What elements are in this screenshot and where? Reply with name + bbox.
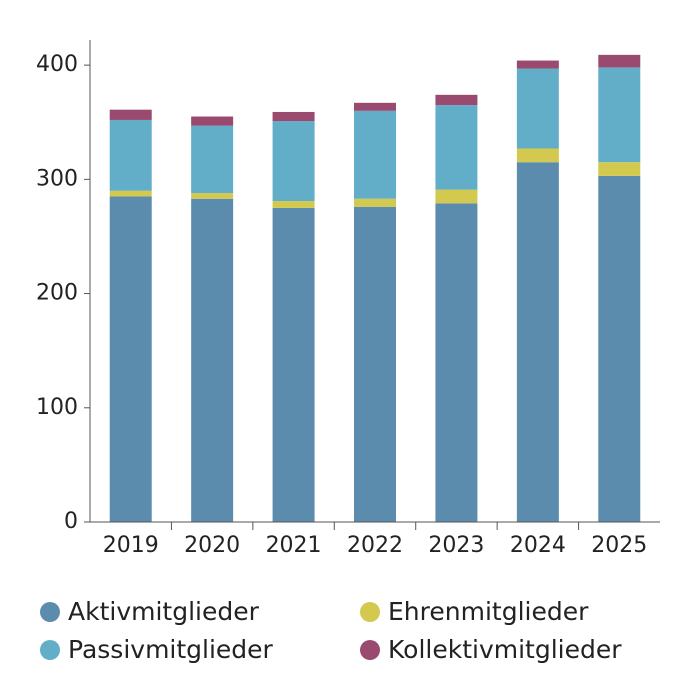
legend-label: Ehrenmitglieder (388, 597, 589, 626)
y-tick-label: 200 (36, 281, 78, 306)
bar-segment (435, 105, 478, 190)
bar-segment (109, 119, 152, 191)
x-tick-label: 2024 (510, 533, 566, 558)
bar-segment (191, 193, 234, 199)
bar-segment (354, 102, 396, 111)
bar-segment (272, 111, 315, 122)
bar-segment (191, 198, 234, 522)
bar-segment (598, 175, 641, 522)
bar-segment (435, 189, 478, 204)
bar-segment (272, 201, 315, 208)
bar-segment (272, 207, 315, 523)
bar-segment (598, 67, 641, 163)
legend-marker (40, 640, 60, 660)
legend: Aktivmitglieder Ehrenmitglieder Passivmitg… (40, 597, 622, 664)
legend-marker (360, 602, 380, 622)
bar-segment (109, 190, 152, 197)
y-tick-label: 100 (36, 395, 78, 420)
x-tick-label: 2020 (184, 533, 240, 558)
bar-segment (109, 196, 152, 522)
y-tick-label: 0 (64, 509, 78, 534)
bar-segment (354, 110, 396, 199)
bar-segment (516, 60, 559, 69)
x-tick-label: 2023 (428, 533, 484, 558)
bar-segment (516, 148, 559, 163)
bar-segment (354, 206, 396, 522)
bar-segment (191, 125, 234, 194)
x-tick-label: 2025 (591, 533, 647, 558)
y-tick-label: 400 (36, 52, 78, 77)
bar-segment (109, 109, 152, 120)
bar-segment (191, 116, 234, 126)
x-tick-label: 2022 (347, 533, 403, 558)
legend-label: Aktivmitglieder (68, 597, 260, 626)
bar-segment (435, 203, 478, 522)
legend-label: Passivmitglieder (68, 635, 274, 664)
bar-segment (435, 94, 478, 106)
bar-segment (598, 54, 641, 68)
y-tick-label: 300 (36, 166, 78, 191)
bar-segment (272, 121, 315, 202)
legend-marker (40, 602, 60, 622)
bar-segment (516, 68, 559, 149)
bar-segment (516, 162, 559, 523)
bar-segment (354, 198, 396, 207)
x-tick-label: 2019 (103, 533, 159, 558)
legend-label: Kollektivmitglieder (388, 635, 622, 664)
bar-segment (598, 162, 641, 176)
x-tick-label: 2021 (266, 533, 322, 558)
legend-marker (360, 640, 380, 660)
